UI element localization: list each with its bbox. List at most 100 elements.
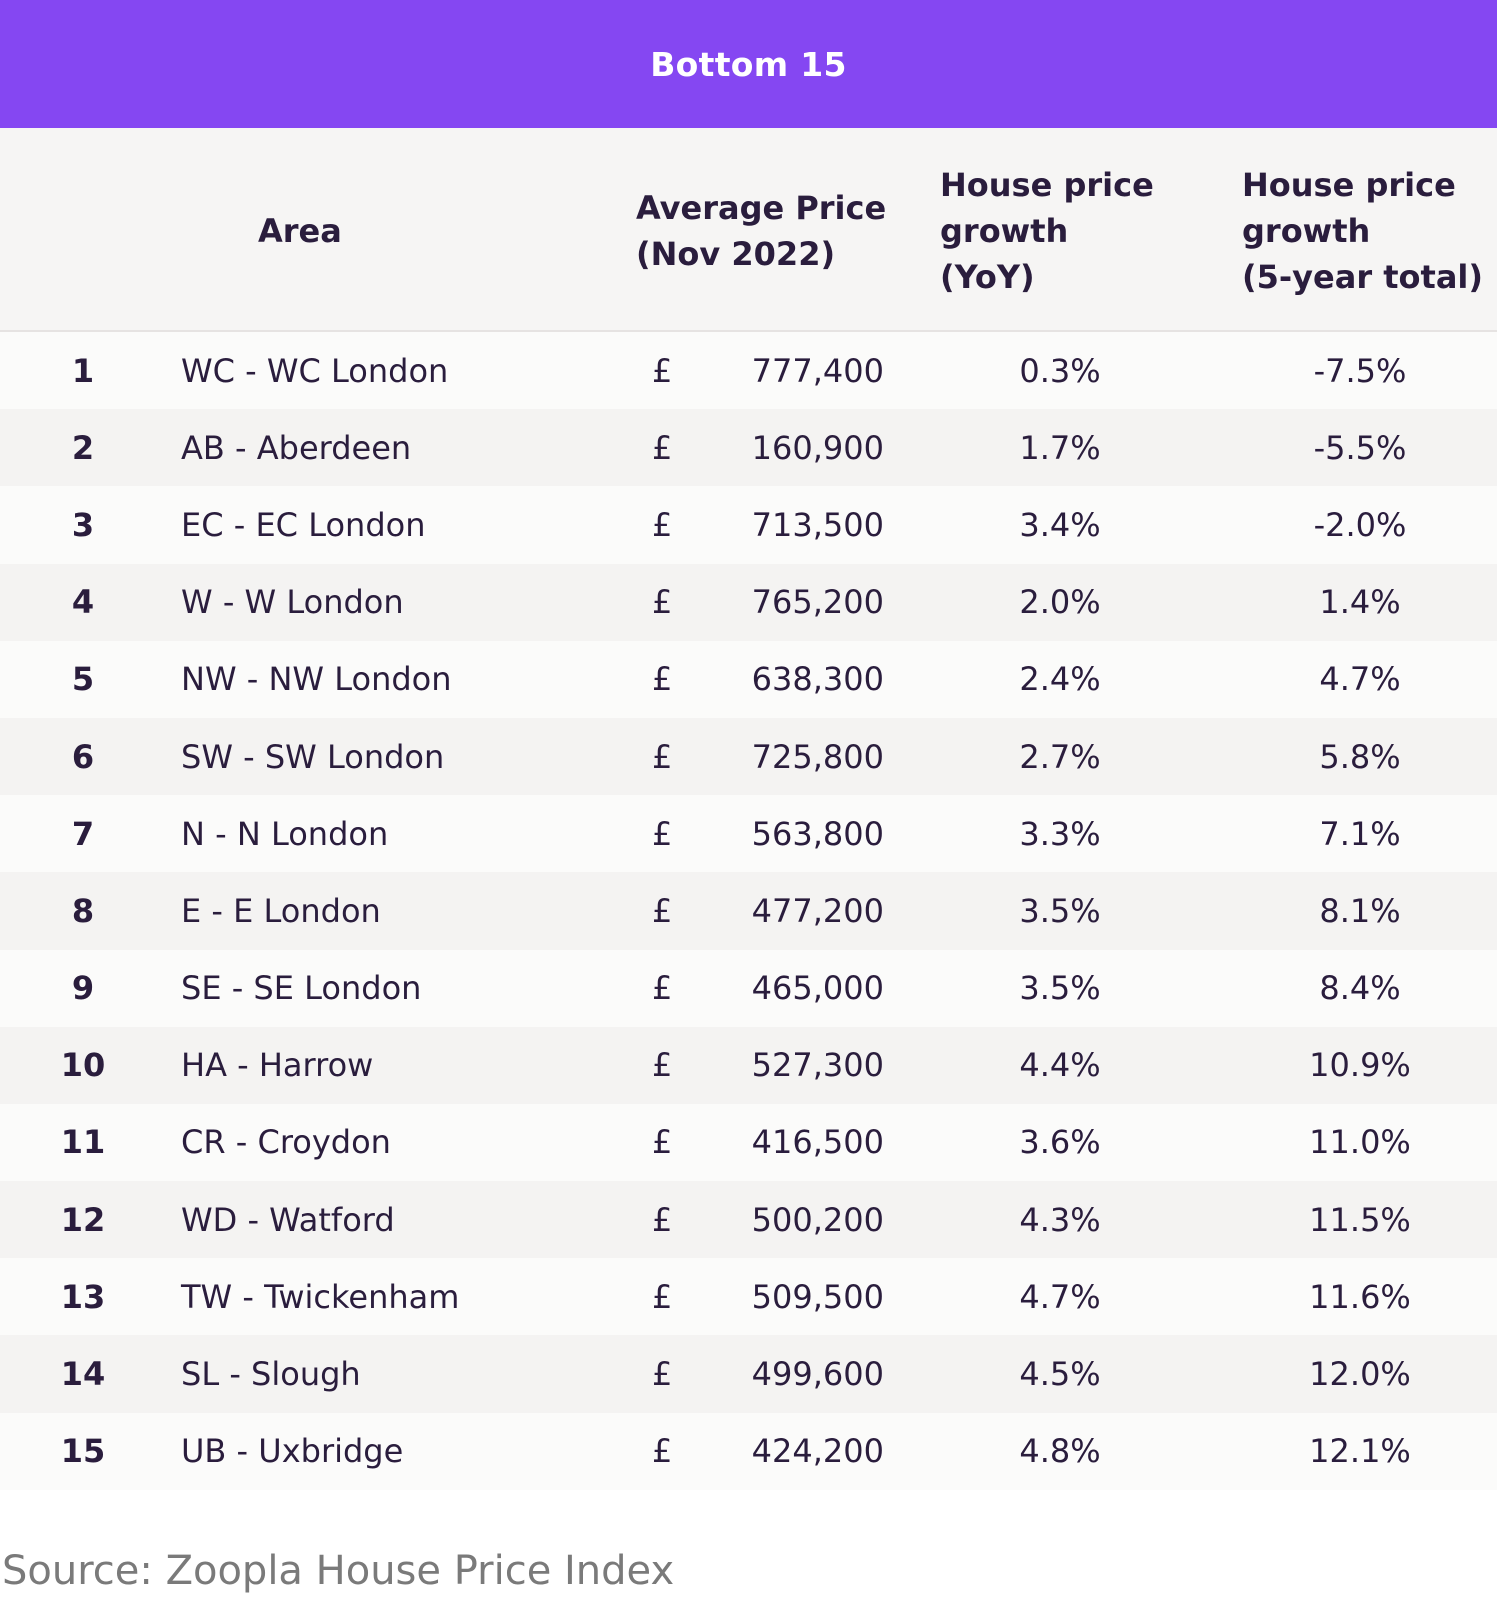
row-rank: 2 xyxy=(71,428,95,467)
row-average-price: 416,500 xyxy=(751,1123,884,1162)
row-rank: 1 xyxy=(71,351,95,390)
row-growth-5yr: 11.5% xyxy=(1309,1200,1411,1239)
row-currency-symbol: £ xyxy=(652,969,673,1008)
row-average-price: 713,500 xyxy=(751,505,884,544)
table-row: 4 W - W London £765,200 2.0% 1.4% xyxy=(0,563,1497,641)
row-growth-yoy: 4.7% xyxy=(1019,1277,1101,1316)
header-average-price-line1: Average Price xyxy=(636,189,887,227)
row-area: TW - Twickenham xyxy=(181,1277,460,1316)
row-rank: 12 xyxy=(60,1200,106,1239)
row-area: WD - Watford xyxy=(181,1200,395,1239)
header-growth-5yr-line2: growth xyxy=(1242,212,1371,250)
row-growth-yoy: 4.8% xyxy=(1019,1432,1101,1471)
row-currency-symbol: £ xyxy=(652,660,673,699)
header-growth-yoy: House price growth (YoY) xyxy=(940,162,1220,300)
row-growth-5yr: -7.5% xyxy=(1313,351,1407,390)
header-average-price-line2: (Nov 2022) xyxy=(636,235,836,273)
header-growth-yoy-line3: (YoY) xyxy=(940,258,1035,296)
row-currency-symbol: £ xyxy=(652,737,673,776)
row-growth-5yr: 5.8% xyxy=(1319,737,1401,776)
header-growth-yoy-line2: growth xyxy=(940,212,1069,250)
table-row: 12 WD - Watford £500,200 4.3% 11.5% xyxy=(0,1181,1497,1259)
table-row: 14 SL - Slough £499,600 4.5% 12.0% xyxy=(0,1335,1497,1413)
row-average-price: 527,300 xyxy=(751,1046,884,1085)
row-currency-symbol: £ xyxy=(652,428,673,467)
row-average-price: 638,300 xyxy=(751,660,884,699)
row-area: AB - Aberdeen xyxy=(181,428,412,467)
table-row: 5 NW - NW London £638,300 2.4% 4.7% xyxy=(0,640,1497,718)
row-growth-yoy: 3.5% xyxy=(1019,969,1101,1008)
row-growth-5yr: -5.5% xyxy=(1313,428,1407,467)
table-body: 1 WC - WC London £777,400 0.3% -7.5% 2 AB - Ab… xyxy=(0,332,1497,1490)
row-growth-yoy: 3.4% xyxy=(1019,505,1101,544)
row-growth-5yr: 4.7% xyxy=(1319,660,1401,699)
table-row: 8 E - E London £477,200 3.5% 8.1% xyxy=(0,872,1497,950)
row-area: E - E London xyxy=(181,891,381,930)
row-rank: 7 xyxy=(71,814,95,853)
row-growth-5yr: 11.6% xyxy=(1309,1277,1411,1316)
row-rank: 3 xyxy=(71,505,95,544)
row-area: SE - SE London xyxy=(181,969,422,1008)
row-average-price: 765,200 xyxy=(751,583,884,622)
row-growth-yoy: 3.3% xyxy=(1019,814,1101,853)
source-note: Source: Zoopla House Price Index xyxy=(2,1548,675,1594)
row-growth-yoy: 1.7% xyxy=(1019,428,1101,467)
row-area: NW - NW London xyxy=(181,660,452,699)
row-currency-symbol: £ xyxy=(652,891,673,930)
table-row: 9 SE - SE London £465,000 3.5% 8.4% xyxy=(0,949,1497,1027)
header-growth-5yr-line3: (5-year total) xyxy=(1242,258,1484,296)
row-rank: 10 xyxy=(60,1046,106,1085)
row-currency-symbol: £ xyxy=(652,1123,673,1162)
row-rank: 4 xyxy=(71,583,95,622)
header-average-price: Average Price (Nov 2022) xyxy=(636,185,916,277)
row-area: WC - WC London xyxy=(181,351,449,390)
row-growth-yoy: 4.3% xyxy=(1019,1200,1101,1239)
row-growth-yoy: 3.5% xyxy=(1019,891,1101,930)
table-title: Bottom 15 xyxy=(0,0,1497,128)
row-area: SL - Slough xyxy=(181,1355,361,1394)
row-currency-symbol: £ xyxy=(652,505,673,544)
row-growth-yoy: 4.4% xyxy=(1019,1046,1101,1085)
row-area: HA - Harrow xyxy=(181,1046,374,1085)
row-area: SW - SW London xyxy=(181,737,445,776)
table-row: 10 HA - Harrow £527,300 4.4% 10.9% xyxy=(0,1026,1497,1104)
row-average-price: 499,600 xyxy=(751,1355,884,1394)
row-average-price: 500,200 xyxy=(751,1200,884,1239)
row-growth-yoy: 0.3% xyxy=(1019,351,1101,390)
row-growth-5yr: 12.1% xyxy=(1309,1432,1411,1471)
row-currency-symbol: £ xyxy=(652,351,673,390)
row-growth-5yr: 8.4% xyxy=(1319,969,1401,1008)
row-rank: 8 xyxy=(71,891,95,930)
row-average-price: 725,800 xyxy=(751,737,884,776)
table-row: 6 SW - SW London £725,800 2.7% 5.8% xyxy=(0,717,1497,796)
row-area: N - N London xyxy=(181,814,389,853)
row-currency-symbol: £ xyxy=(652,814,673,853)
row-rank: 15 xyxy=(60,1432,106,1471)
row-currency-symbol: £ xyxy=(652,1200,673,1239)
row-growth-yoy: 2.4% xyxy=(1019,660,1101,699)
row-average-price: 777,400 xyxy=(751,351,884,390)
row-growth-5yr: 1.4% xyxy=(1319,583,1401,622)
table-row: 11 CR - Croydon £416,500 3.6% 11.0% xyxy=(0,1103,1497,1182)
row-growth-yoy: 2.7% xyxy=(1019,737,1101,776)
row-average-price: 424,200 xyxy=(751,1432,884,1471)
header-growth-yoy-line1: House price xyxy=(940,166,1154,204)
header-area: Area xyxy=(258,212,342,250)
row-area: UB - Uxbridge xyxy=(181,1432,404,1471)
row-growth-5yr: 8.1% xyxy=(1319,891,1401,930)
table-row: 7 N - N London £563,800 3.3% 7.1% xyxy=(0,795,1497,873)
row-average-price: 465,000 xyxy=(751,969,884,1008)
header-growth-5yr: House price growth (5-year total) xyxy=(1242,162,1497,300)
row-currency-symbol: £ xyxy=(652,1432,673,1471)
row-growth-yoy: 4.5% xyxy=(1019,1355,1101,1394)
table-row: 2 AB - Aberdeen £160,900 1.7% -5.5% xyxy=(0,409,1497,487)
row-growth-yoy: 2.0% xyxy=(1019,583,1101,622)
row-average-price: 160,900 xyxy=(751,428,884,467)
row-growth-5yr: 10.9% xyxy=(1309,1046,1411,1085)
row-average-price: 509,500 xyxy=(751,1277,884,1316)
row-rank: 9 xyxy=(71,969,95,1008)
row-average-price: 563,800 xyxy=(751,814,884,853)
row-rank: 13 xyxy=(60,1277,106,1316)
table-header: Area Average Price (Nov 2022) House pric… xyxy=(0,128,1497,332)
row-currency-symbol: £ xyxy=(652,1046,673,1085)
